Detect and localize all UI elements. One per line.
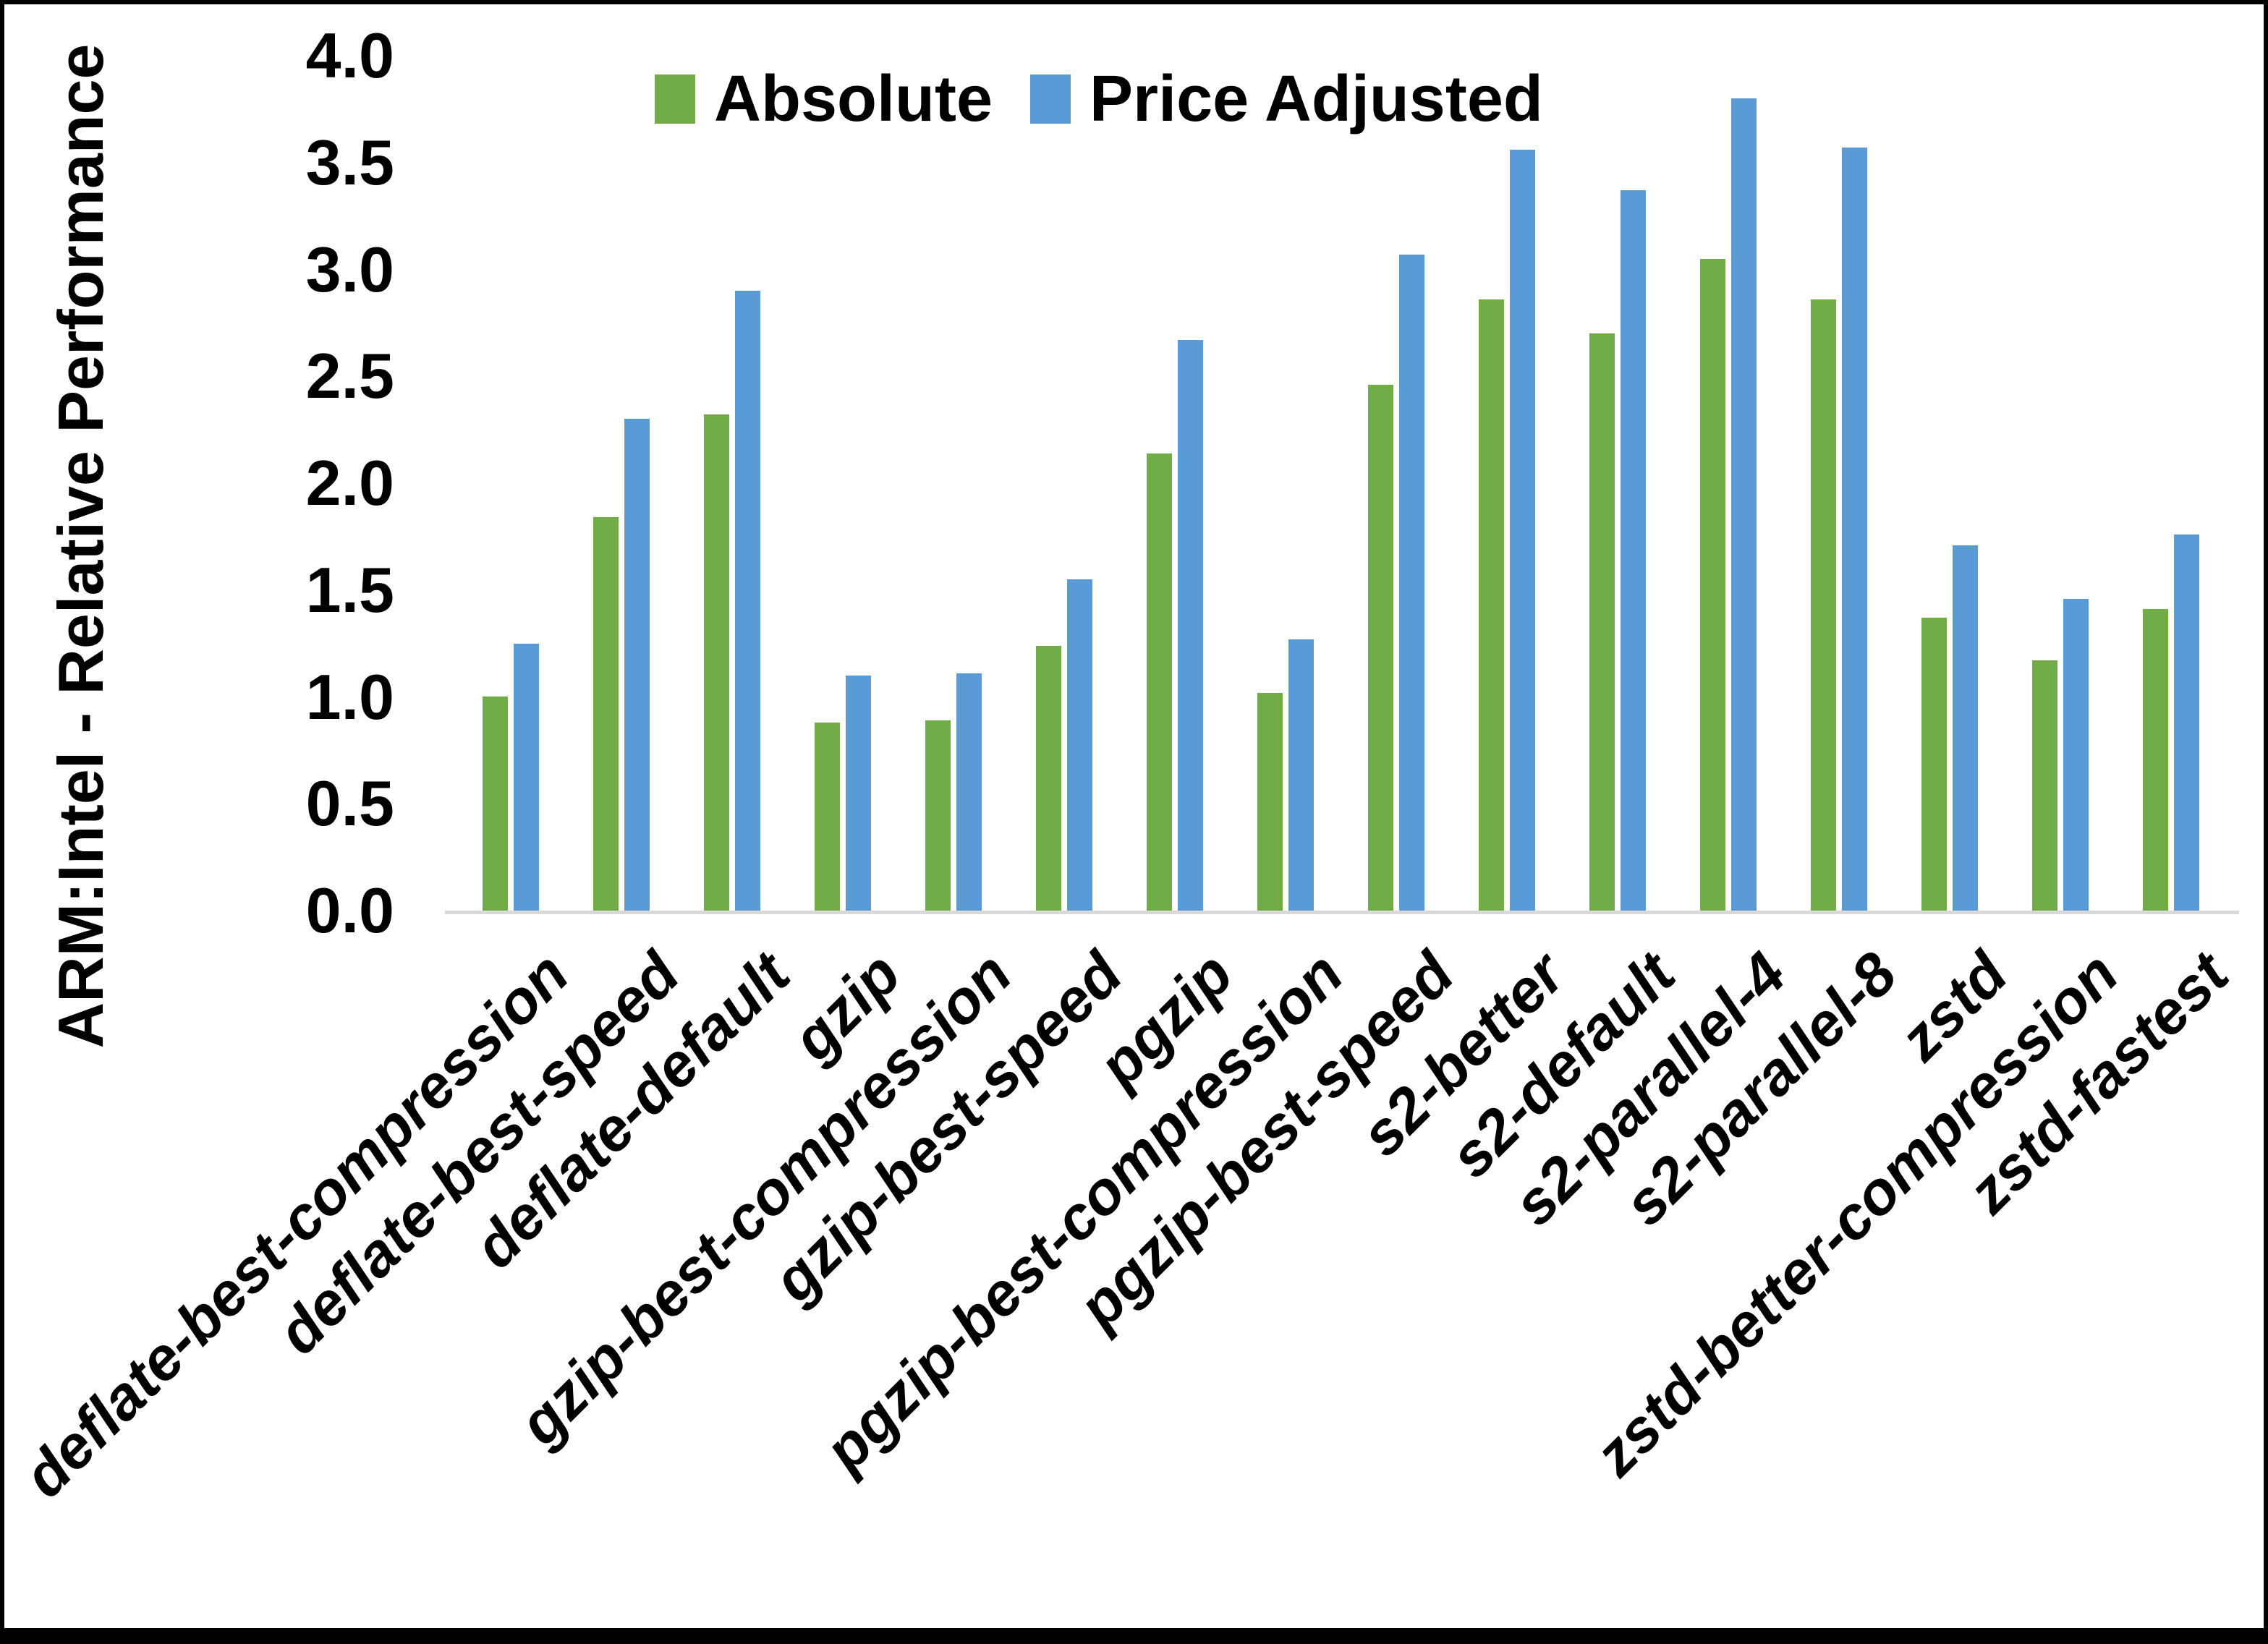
- bar-price-adjusted-gzip: [846, 676, 871, 911]
- bar-price-adjusted-gzip-best-speed: [1067, 579, 1092, 911]
- bar-absolute-deflate-best-compression: [483, 697, 508, 911]
- bar-price-adjusted-zstd: [1953, 545, 1978, 911]
- bar-price-adjusted-zstd-fastest: [2174, 534, 2199, 911]
- bar-absolute-zstd-fastest: [2143, 609, 2168, 911]
- x-axis-line: [445, 911, 2239, 914]
- legend-swatch-absolute: [655, 74, 695, 124]
- bar-absolute-s2-parallel-4: [1700, 259, 1725, 911]
- y-tick-label-3.0: 3.0: [305, 233, 394, 305]
- legend-swatch-price-adjusted: [1030, 74, 1071, 124]
- bar-price-adjusted-s2-parallel-8: [1842, 148, 1867, 911]
- legend-item-absolute: Absolute: [655, 67, 993, 132]
- bar-price-adjusted-deflate-default: [735, 291, 760, 911]
- bar-price-adjusted-pgzip: [1178, 340, 1203, 911]
- bar-price-adjusted-pgzip-best-speed: [1399, 255, 1424, 911]
- y-axis-title: ARM:Intel - Relative Performance: [45, 43, 116, 1049]
- y-tick-label-2.5: 2.5: [305, 340, 394, 412]
- y-tick-label-1.0: 1.0: [305, 660, 394, 733]
- bar-absolute-gzip-best-speed: [1036, 646, 1061, 911]
- bar-absolute-deflate-default: [704, 414, 729, 911]
- bar-price-adjusted-zstd-better-compression: [2063, 599, 2089, 911]
- bar-absolute-pgzip-best-compression: [1257, 693, 1283, 911]
- bar-absolute-zstd-better-compression: [2032, 660, 2057, 911]
- bar-absolute-pgzip: [1147, 453, 1172, 911]
- legend-label-absolute: Absolute: [714, 63, 993, 135]
- bar-absolute-deflate-best-speed: [593, 517, 619, 911]
- legend: Absolute Price Adjusted: [655, 67, 1543, 132]
- y-tick-label-0.0: 0.0: [305, 874, 394, 946]
- bar-absolute-s2-better: [1479, 299, 1504, 911]
- legend-label-price-adjusted: Price Adjusted: [1090, 63, 1543, 135]
- bar-price-adjusted-s2-default: [1621, 190, 1646, 911]
- y-tick-label-2.0: 2.0: [305, 447, 394, 519]
- bar-absolute-pgzip-best-speed: [1368, 385, 1393, 911]
- bar-absolute-s2-default: [1589, 333, 1615, 911]
- y-tick-label-3.5: 3.5: [305, 126, 394, 198]
- bar-absolute-gzip-best-compression: [925, 720, 951, 911]
- bar-price-adjusted-gzip-best-compression: [956, 673, 982, 911]
- bar-price-adjusted-pgzip-best-compression: [1288, 639, 1314, 911]
- y-tick-label-0.5: 0.5: [305, 767, 394, 840]
- bar-price-adjusted-deflate-best-speed: [624, 419, 650, 911]
- bar-price-adjusted-s2-better: [1510, 150, 1535, 911]
- bar-price-adjusted-s2-parallel-4: [1731, 98, 1757, 911]
- y-tick-label-4.0: 4.0: [305, 20, 394, 91]
- bar-absolute-zstd: [1921, 618, 1947, 911]
- bar-absolute-gzip: [815, 723, 840, 911]
- bar-absolute-s2-parallel-8: [1811, 299, 1836, 911]
- y-tick-label-1.5: 1.5: [305, 553, 394, 626]
- legend-item-price-adjusted: Price Adjusted: [1030, 67, 1543, 132]
- bar-price-adjusted-deflate-best-compression: [514, 644, 539, 911]
